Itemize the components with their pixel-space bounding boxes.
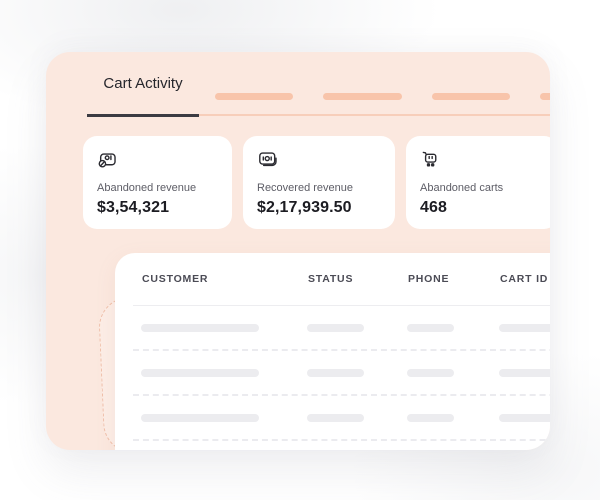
tab-placeholder-pill — [432, 93, 510, 100]
skeleton-pill-status — [307, 368, 364, 377]
abandoned-revenue-icon — [97, 149, 119, 171]
row-separator — [133, 394, 550, 396]
stat-value: 468 — [420, 199, 447, 216]
cart-activity-panel: Cart Activity Abandoned revenue $3,54,32… — [46, 52, 550, 450]
skeleton-pill-phone — [407, 413, 454, 422]
table-header-row: CUSTOMER STATUS PHONE CART ID — [115, 253, 550, 305]
skeleton-pill-status — [307, 413, 364, 422]
column-header-customer: CUSTOMER — [142, 273, 209, 285]
table-row — [115, 351, 550, 394]
table-header-divider — [133, 305, 550, 306]
skeleton-pill-cart-id — [499, 368, 550, 377]
row-separator — [133, 349, 550, 351]
skeleton-pill-customer — [141, 413, 259, 422]
recovered-revenue-icon — [257, 149, 279, 171]
tab-placeholder-pill — [323, 93, 402, 100]
column-header-phone: PHONE — [408, 273, 450, 285]
tab-placeholder-pill — [540, 93, 550, 100]
skeleton-pill-status — [307, 323, 364, 332]
table-row — [115, 306, 550, 349]
skeleton-pill-cart-id — [499, 323, 550, 332]
skeleton-pill-customer — [141, 323, 259, 332]
tab-cart-activity[interactable]: Cart Activity — [87, 52, 199, 117]
carts-table-card: CUSTOMER STATUS PHONE CART ID — [115, 253, 550, 450]
table-row — [115, 396, 550, 439]
tab-bar: Cart Activity — [87, 52, 550, 117]
abandoned-carts-icon — [420, 149, 442, 171]
tab-cart-activity-label: Cart Activity — [103, 74, 183, 92]
stat-card-recovered-revenue: Recovered revenue $2,17,939.50 — [243, 136, 395, 229]
stat-card-abandoned-carts: Abandoned carts 468 — [406, 136, 550, 229]
stat-label: Recovered revenue — [257, 182, 354, 194]
skeleton-pill-cart-id — [499, 413, 550, 422]
skeleton-pill-phone — [407, 368, 454, 377]
stat-value: $3,54,321 — [97, 199, 170, 216]
skeleton-pill-phone — [407, 323, 454, 332]
stat-value: $2,17,939.50 — [257, 199, 352, 216]
row-separator — [133, 439, 550, 441]
tab-placeholder-pill — [215, 93, 293, 100]
column-header-cart-id: CART ID — [500, 273, 549, 285]
stat-label: Abandoned carts — [420, 182, 504, 194]
stat-label: Abandoned revenue — [97, 182, 197, 194]
skeleton-pill-customer — [141, 368, 259, 377]
stat-card-abandoned-revenue: Abandoned revenue $3,54,321 — [83, 136, 232, 229]
column-header-status: STATUS — [308, 273, 354, 285]
